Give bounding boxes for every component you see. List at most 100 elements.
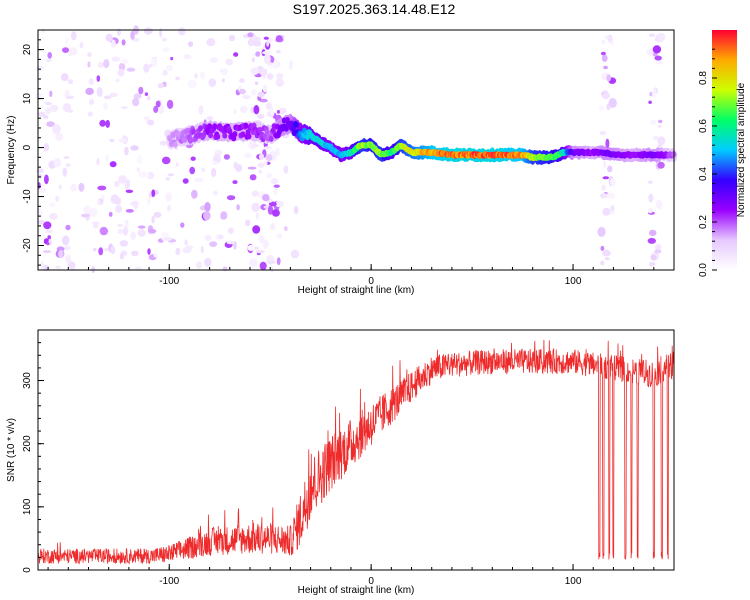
- spectrogram-cell: [81, 213, 90, 218]
- spectrogram-cell: [223, 154, 230, 160]
- spectrogram-cell: [85, 87, 94, 95]
- spectrogram-cell: [656, 199, 663, 210]
- spectrogram-cell: [288, 60, 293, 70]
- spectrogram-cell: [247, 32, 254, 38]
- spectrogram-cell: [64, 37, 69, 45]
- spectrogram-cell: [288, 120, 294, 127]
- spectrogram-cell: [136, 167, 140, 173]
- spectrogram-cell: [206, 38, 216, 47]
- spectrogram-cell: [268, 135, 274, 142]
- spectrogram-cell: [235, 164, 243, 172]
- snr-y-label: SNR (10 * v/v): [6, 418, 17, 482]
- spectrogram-cell: [259, 98, 268, 103]
- spectrogram-cell: [239, 105, 248, 113]
- spectrogram-cell: [118, 62, 126, 72]
- spectrogram-cell: [255, 51, 261, 57]
- spectrogram-cell: [78, 182, 85, 192]
- spectrogram-cell: [98, 247, 104, 256]
- spectrogram-cell: [228, 34, 236, 42]
- spectrogram-cell: [125, 209, 134, 213]
- spectrogram-cell: [264, 54, 271, 65]
- spectrogram-cell: [242, 94, 251, 100]
- spectrogram-cell: [46, 242, 50, 246]
- spectrogram-cell: [111, 56, 121, 62]
- spectrogram-y-tick-label: 10: [22, 93, 33, 105]
- spectrogram-cell: [259, 261, 267, 271]
- spectrogram-cell: [609, 177, 616, 187]
- spectrogram-cell: [204, 202, 211, 212]
- spectrogram-cell: [653, 135, 659, 141]
- snr-y-tick-label: 0: [22, 567, 33, 573]
- spectrogram-cell: [87, 61, 91, 68]
- spectrogram-cell: [208, 132, 214, 139]
- spectrogram-cell: [187, 41, 194, 47]
- spectrogram-cell: [87, 52, 92, 58]
- spectrogram-cell: [199, 71, 206, 80]
- spectrogram-cell: [650, 254, 657, 261]
- colorbar-gradient: [712, 30, 737, 270]
- spectrogram-cell: [103, 102, 108, 110]
- spectrogram-cell: [607, 34, 613, 43]
- spectrogram-cell: [89, 207, 98, 218]
- spectrogram-cell: [266, 173, 273, 179]
- spectrogram-x-ticks: -100 0 100: [47, 264, 675, 287]
- spectrogram-cell: [180, 222, 185, 228]
- spectrogram-cell: [92, 222, 99, 229]
- spectrogram-cell: [257, 162, 265, 168]
- spectrogram-cell: [657, 161, 665, 169]
- spectrogram-cell: [138, 171, 143, 178]
- spectrogram-cell: [267, 205, 274, 215]
- spectrogram-cell: [124, 181, 130, 191]
- spectrogram-cell: [270, 178, 279, 185]
- spectrogram-cell: [600, 51, 606, 56]
- spectrogram-cell: [55, 195, 60, 202]
- spectrogram-cell: [293, 206, 299, 215]
- spectrogram-cell: [147, 197, 151, 206]
- spectrogram-cell: [119, 253, 124, 260]
- spectrogram-cell: [191, 189, 198, 199]
- spectrogram-cell: [103, 59, 110, 69]
- spectrogram-y-tick-label: 0: [22, 144, 33, 150]
- spectrogram-cell: [53, 158, 62, 168]
- spectrogram-cell: [122, 226, 129, 236]
- spectrogram-cell: [144, 92, 149, 96]
- spectrogram-cell: [43, 143, 50, 152]
- spectrogram-cell: [96, 158, 100, 166]
- spectrogram-cell: [233, 52, 239, 57]
- spectrogram-cell: [275, 35, 283, 42]
- spectrogram-cell: [137, 225, 146, 229]
- spectrogram-cell: [258, 169, 262, 174]
- colorbar-tick-label: 0.6: [698, 119, 709, 133]
- spectrogram-cells: [35, 25, 677, 274]
- spectrogram-cell: [250, 67, 259, 76]
- spectrogram-cell: [258, 234, 264, 244]
- spectrogram-cell: [217, 234, 224, 240]
- spectrogram-cell: [650, 119, 657, 125]
- spectrogram-cell: [103, 95, 112, 100]
- spectrogram-cell: [276, 257, 281, 266]
- spectrogram-cell: [226, 240, 235, 245]
- spectrogram-cell: [63, 156, 70, 159]
- spectrogram-cell: [598, 104, 604, 112]
- spectrogram-cell: [120, 106, 128, 110]
- spectrogram-x-tick-label: 100: [565, 276, 582, 287]
- spectrogram-cell: [648, 193, 654, 203]
- spectrogram-cell: [293, 121, 299, 128]
- spectrogram-cell: [121, 39, 126, 46]
- spectrogram-cell: [159, 27, 163, 38]
- spectrogram-cell: [38, 111, 46, 117]
- spectrogram-cell: [136, 154, 143, 164]
- spectrogram-cell: [96, 75, 101, 82]
- spectrogram-cell: [45, 58, 53, 63]
- spectrogram-cell: [251, 202, 260, 212]
- spectrogram-cell: [232, 180, 238, 185]
- spectrogram-cell: [255, 212, 260, 221]
- spectrogram-cell: [656, 32, 666, 42]
- spectrogram-cell: [602, 90, 608, 94]
- spectrogram-cell: [221, 78, 225, 83]
- spectrogram-cell: [117, 223, 124, 228]
- snr-x-tick-label: 0: [368, 576, 374, 587]
- spectrogram-cell: [648, 208, 653, 214]
- spectrogram-x-tick-label: -100: [159, 276, 179, 287]
